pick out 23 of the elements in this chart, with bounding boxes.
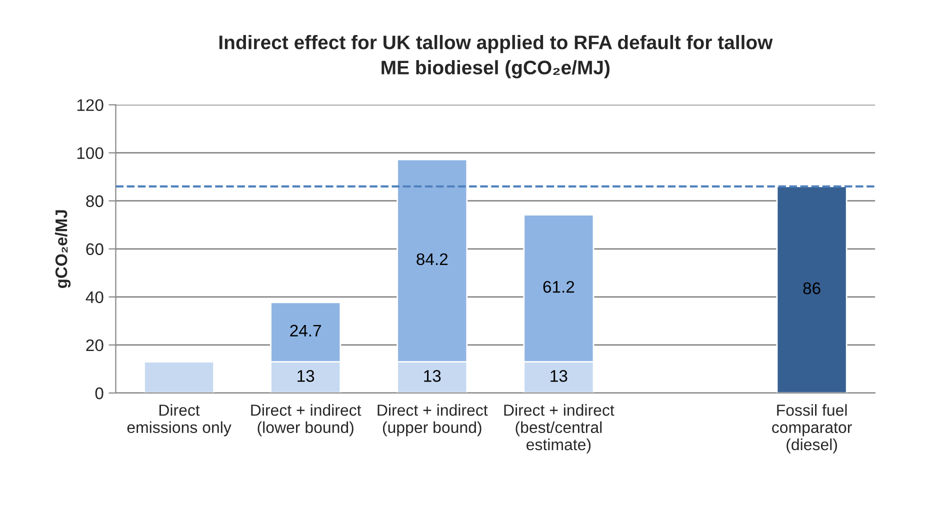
- data-label: 86: [803, 282, 820, 294]
- y-tick-label: 60: [86, 243, 104, 256]
- y-tick-label: 20: [86, 339, 104, 352]
- y-tick-label: 100: [77, 147, 104, 160]
- x-tick-label: Direct + indirect (best/central estimate): [504, 404, 614, 454]
- x-tick-label: Fossil fuel comparator (diesel): [772, 404, 852, 454]
- data-label: 13: [550, 370, 568, 382]
- data-label: 24.7: [290, 324, 321, 336]
- y-tick-label: 120: [77, 99, 104, 112]
- data-label: 84.2: [416, 253, 448, 266]
- data-label: 61.2: [543, 280, 574, 293]
- data-label: 13: [424, 370, 441, 382]
- data-label: 13: [298, 370, 314, 382]
- y-axis-title: gCO₂e/MJ: [54, 210, 71, 288]
- y-tick-label: 40: [86, 291, 104, 304]
- y-tick-label: 80: [86, 195, 104, 208]
- chart-title: Indirect effect for UK tallow applied to RFA default for tallow ME biodiesel (gCO₂e/MJ): [219, 34, 773, 78]
- x-tick-label: Direct + indirect (upper bound): [378, 404, 488, 436]
- bar: [776, 186, 848, 393]
- x-tick-label: Direct emissions only: [127, 404, 232, 436]
- y-tick-label: 0: [95, 387, 104, 400]
- x-tick-label: Direct + indirect (lower bound): [251, 404, 362, 436]
- bar: [144, 361, 215, 393]
